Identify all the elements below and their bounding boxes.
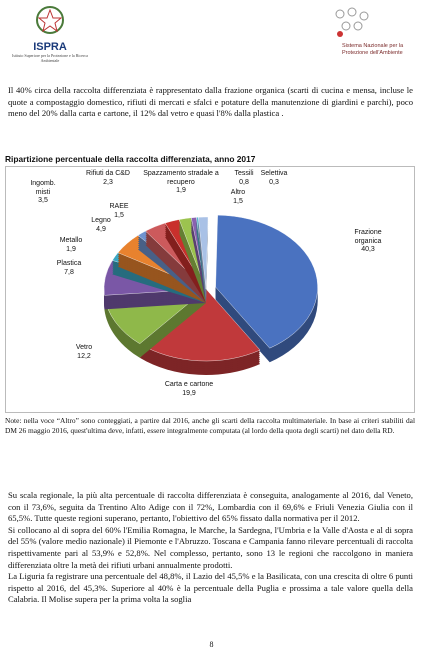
slice-name: Selettiva xyxy=(260,170,288,177)
slice-side xyxy=(179,225,206,297)
slice-value: 1,5 xyxy=(233,197,243,205)
slice-label: Plastica 7,8 xyxy=(57,260,82,277)
slice-side xyxy=(191,223,206,295)
slice-name: Ingomb. misti xyxy=(30,180,56,196)
paragraph: Si collocano al di sopra del 60% l'Emili… xyxy=(8,524,413,570)
slice-top xyxy=(198,216,209,290)
slice-label: Selettiva 0,3 xyxy=(261,170,288,187)
slice-name: Altro xyxy=(230,189,246,196)
paragraph: Il 40% circa della raccolta differenziat… xyxy=(8,85,413,119)
slice-value: 4,9 xyxy=(96,225,106,233)
slice-side xyxy=(196,229,206,301)
slice-side xyxy=(191,229,206,301)
snpa-text: Sistema Nazionale per la Protezione dell… xyxy=(342,43,404,56)
slice-side xyxy=(191,225,206,297)
slice-side xyxy=(191,231,206,303)
slice-name: Vetro xyxy=(75,344,93,351)
emblem xyxy=(36,6,64,34)
slice-side xyxy=(179,231,206,303)
slice-name: Legno xyxy=(91,217,111,224)
slice-side xyxy=(191,227,206,299)
slice-label: Rifiuti da C&D 2,3 xyxy=(86,170,130,187)
intro: Il 40% circa della raccolta differenziat… xyxy=(8,85,413,120)
pie-slice xyxy=(178,217,207,303)
slice-name: Frazione organica xyxy=(354,229,382,245)
slice-value: 40,3 xyxy=(361,246,375,253)
note: Note: nella voce “Altro” sono conteggiat… xyxy=(5,416,415,435)
pie-slice xyxy=(139,288,261,375)
pie-slice xyxy=(215,214,318,363)
slice-value: 1,9 xyxy=(176,187,186,194)
slice-label: Altro 1,5 xyxy=(231,189,245,206)
slice-side xyxy=(179,223,206,295)
slice-label: Spazzamento stradale a recupero 1,9 xyxy=(141,170,221,196)
body-text: Su scala regionale, la più alta percentu… xyxy=(8,490,413,606)
right-logo-block: Sistema Nazionale per la Protezione dell… xyxy=(330,4,420,56)
slice-label: Carta e cartone 19,9 xyxy=(165,381,213,398)
paragraph: Su scala regionale, la più alta percentu… xyxy=(8,490,413,524)
slice-side xyxy=(179,229,206,301)
slice-name: Rifiuti da C&D xyxy=(86,170,130,177)
slice-name: Spazzamento stradale a recupero xyxy=(143,170,219,186)
pie-slice xyxy=(198,216,209,303)
slice-label: Ingomb. misti 3,5 xyxy=(26,180,60,206)
slice-label: Tessili 0,8 xyxy=(234,170,253,187)
slice-value: 1,9 xyxy=(66,245,76,253)
slice-label: Legno 4,9 xyxy=(91,217,110,234)
slice-side xyxy=(179,219,206,291)
slice-name: Plastica xyxy=(56,260,82,267)
paragraph: La Liguria fa registrare una percentuale… xyxy=(8,571,413,605)
slice-side xyxy=(196,231,206,303)
slice-label: Frazione organica 40,3 xyxy=(345,229,391,255)
slice-name: RAEE xyxy=(109,203,129,210)
chart-title: Ripartizione percentuale della raccolta … xyxy=(5,154,256,164)
slice-value: 7,8 xyxy=(64,268,74,276)
slice-name: Tessili xyxy=(234,170,254,177)
slice-name: Metallo xyxy=(59,237,83,244)
slice-label: Vetro 12,2 xyxy=(76,344,92,361)
slice-value: 19,9 xyxy=(182,389,196,397)
slice-value: 0,8 xyxy=(239,178,249,186)
slice-side xyxy=(179,221,206,293)
slice-side xyxy=(179,227,206,299)
slice-value: 2,3 xyxy=(103,178,113,186)
snpa-dots xyxy=(335,7,369,37)
logo-text: ISPRA xyxy=(33,41,67,53)
page-number: 8 xyxy=(209,640,214,649)
slice-label: Metallo 1,9 xyxy=(60,237,83,254)
slice-value: 1,5 xyxy=(114,211,124,219)
slice-value: 0,3 xyxy=(269,178,279,186)
slice-name: Carta e cartone xyxy=(164,381,214,388)
logo-subtitle: Istituto Superiore per la Protezione e l… xyxy=(12,53,88,63)
pie-chart xyxy=(103,214,318,375)
slice-side xyxy=(196,227,206,299)
left-logo-block: ISPRA Istituto Superiore per la Protezio… xyxy=(10,4,90,63)
slice-label: RAEE 1,5 xyxy=(109,203,128,220)
slice-value: 3,5 xyxy=(38,197,48,204)
chart: Frazione organica 40,3 Carta e cartone 19,9… xyxy=(5,166,415,413)
slice-top xyxy=(215,214,318,349)
slice-value: 12,2 xyxy=(77,352,91,360)
pie-slice xyxy=(104,288,207,358)
